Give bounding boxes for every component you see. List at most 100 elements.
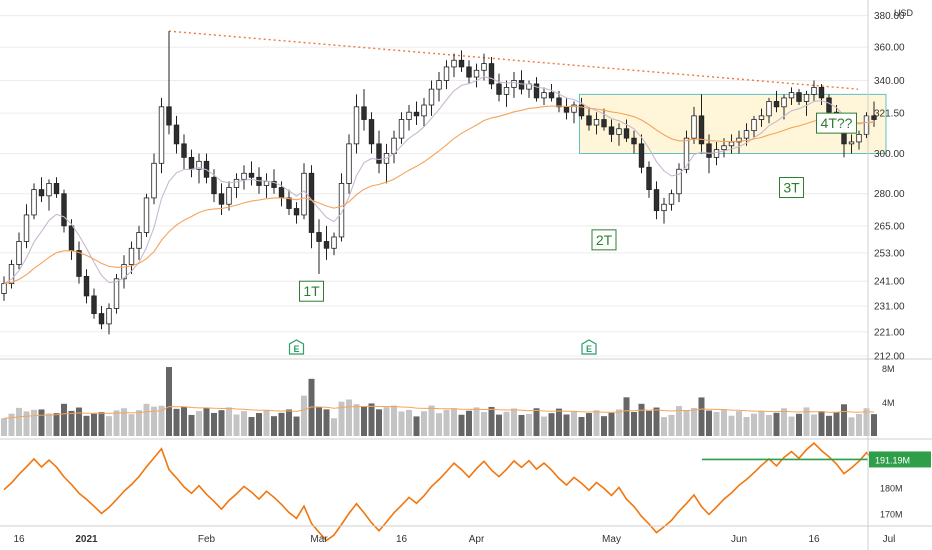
volume-bar-52 bbox=[391, 405, 397, 436]
volume-bar-18 bbox=[136, 410, 142, 436]
time-tick-label-7: Jun bbox=[731, 534, 747, 545]
volume-bar-39 bbox=[293, 416, 300, 436]
volume-bar-58 bbox=[436, 413, 442, 436]
candle-body-12 bbox=[91, 295, 97, 314]
candle-body-46 bbox=[346, 143, 352, 184]
annotation-2[interactable]: 3T bbox=[779, 177, 804, 199]
candle-55 bbox=[413, 101, 420, 126]
candle-11 bbox=[83, 269, 90, 304]
candle-body-38 bbox=[286, 197, 292, 209]
candle-body-110 bbox=[826, 97, 832, 113]
candle-2 bbox=[16, 232, 22, 270]
candle-body-50 bbox=[376, 143, 382, 164]
volume-bar-87 bbox=[653, 407, 660, 436]
candle-81 bbox=[608, 119, 615, 142]
annotation-3[interactable]: 4T?? bbox=[816, 112, 857, 134]
earnings-icon[interactable]: E bbox=[581, 339, 597, 355]
volume-bar-61 bbox=[458, 414, 465, 436]
volume-bar-70 bbox=[526, 414, 532, 436]
candle-39 bbox=[293, 202, 300, 224]
candle-84 bbox=[631, 130, 637, 154]
candle-body-45 bbox=[338, 183, 345, 238]
candle-body-60 bbox=[451, 59, 457, 68]
candle-body-93 bbox=[698, 115, 705, 145]
descending-trendline[interactable] bbox=[168, 30, 859, 90]
candle-body-78 bbox=[586, 115, 592, 126]
candle-53 bbox=[398, 112, 405, 144]
candle-33 bbox=[248, 161, 255, 186]
annotation-box-1 bbox=[591, 229, 617, 251]
candle-60 bbox=[451, 53, 457, 78]
time-axis[interactable]: 16 2021 Feb Mar 16 Apr May Jun 16 Jul bbox=[13, 534, 895, 545]
candle-45 bbox=[338, 173, 345, 242]
volume-bar-77 bbox=[578, 417, 585, 436]
candle-body-10 bbox=[76, 250, 82, 277]
candle-16 bbox=[121, 255, 127, 289]
candle-body-56 bbox=[421, 104, 427, 117]
candle-83 bbox=[623, 119, 630, 142]
candle-body-15 bbox=[113, 278, 120, 309]
candle-22 bbox=[166, 31, 172, 135]
volume-bar-79 bbox=[593, 410, 600, 436]
volume-bar-48 bbox=[361, 406, 367, 436]
moving-average-slow bbox=[3, 105, 875, 285]
candle-body-5 bbox=[38, 189, 45, 197]
candle-101 bbox=[758, 108, 765, 127]
candle-69 bbox=[518, 70, 525, 95]
earnings-icon[interactable]: E bbox=[288, 339, 305, 355]
volume-bar-34 bbox=[256, 413, 262, 436]
volume-bar-63 bbox=[473, 407, 480, 436]
candle-75 bbox=[563, 97, 570, 120]
candle-body-32 bbox=[241, 172, 247, 180]
candle-98 bbox=[736, 130, 742, 154]
candle-13 bbox=[98, 305, 105, 330]
candle-body-7 bbox=[53, 183, 60, 195]
volume-bar-85 bbox=[638, 403, 645, 436]
volume-bar-26 bbox=[196, 411, 202, 436]
indicator-last-value-label: 191.19M bbox=[875, 455, 910, 465]
candle-body-73 bbox=[548, 92, 555, 99]
candle-46 bbox=[346, 134, 352, 194]
time-tick-label-4: 16 bbox=[396, 534, 408, 545]
candle-76 bbox=[571, 101, 577, 124]
volume-bar-43 bbox=[323, 409, 330, 436]
candle-body-41 bbox=[308, 172, 315, 233]
volume-bar-104 bbox=[781, 408, 787, 436]
volume-bar-86 bbox=[646, 410, 652, 436]
volume-bar-60 bbox=[451, 408, 457, 436]
candle-body-30 bbox=[226, 187, 232, 205]
volume-bar-116 bbox=[871, 414, 877, 436]
candle-body-92 bbox=[691, 115, 697, 139]
earnings-letter-1: E bbox=[586, 344, 592, 354]
pattern-annotations[interactable]: 1T 2T 3T 4T?? bbox=[299, 112, 857, 302]
candle-body-13 bbox=[98, 313, 105, 325]
volume-bar-99 bbox=[743, 417, 750, 436]
indicator-tick-label-1: 170M bbox=[880, 509, 903, 519]
time-tick-label-1: 2021 bbox=[75, 534, 98, 545]
volume-bar-23 bbox=[173, 408, 180, 436]
earnings-badge-0 bbox=[288, 339, 305, 355]
candle-body-102 bbox=[766, 101, 772, 117]
candle-body-3 bbox=[23, 214, 30, 242]
volume-bar-103 bbox=[773, 412, 780, 436]
annotation-1[interactable]: 2T bbox=[591, 229, 617, 251]
annotation-0[interactable]: 1T bbox=[299, 280, 324, 302]
candle-body-67 bbox=[503, 86, 510, 95]
volume-bar-94 bbox=[706, 410, 712, 436]
volume-bar-53 bbox=[398, 411, 405, 436]
candle-52 bbox=[391, 130, 397, 164]
candle-15 bbox=[113, 274, 120, 314]
candle-body-90 bbox=[676, 168, 682, 195]
candle-body-64 bbox=[481, 63, 487, 71]
volume-bar-57 bbox=[428, 405, 435, 436]
candle-body-9 bbox=[68, 225, 75, 251]
indicator-tick-label-0: 180M bbox=[880, 484, 903, 494]
volume-bar-33 bbox=[248, 417, 255, 436]
candle-body-18 bbox=[136, 232, 142, 249]
obv-indicator-line bbox=[3, 442, 875, 542]
candle-body-105 bbox=[788, 92, 795, 99]
